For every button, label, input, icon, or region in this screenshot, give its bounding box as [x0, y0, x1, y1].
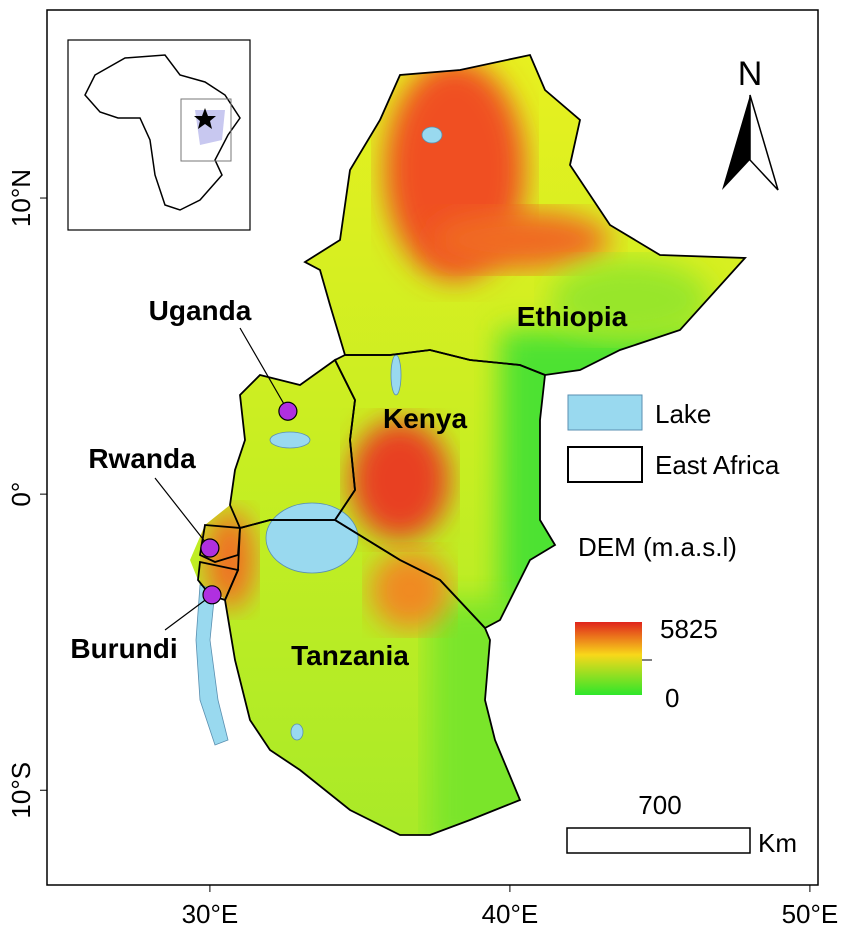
lake-swatch	[567, 394, 643, 431]
country-label: Burundi	[70, 633, 177, 664]
country-label: Rwanda	[88, 443, 196, 474]
scale-bar	[566, 827, 751, 854]
site-point	[200, 538, 220, 558]
site-point	[202, 585, 222, 605]
region-swatch	[567, 446, 643, 483]
x-tick-label: 40°E	[482, 899, 539, 929]
y-tick-label: 10°S	[6, 762, 36, 819]
country-label: Ethiopia	[517, 301, 628, 332]
y-tick-label: 10°N	[6, 169, 36, 227]
site-point	[278, 401, 298, 421]
scale-distance: 700	[638, 790, 681, 820]
dem-colorbar	[575, 622, 642, 695]
north-label: N	[738, 55, 763, 93]
dem-min-label: 0	[665, 683, 679, 713]
y-tick-label: 0°	[6, 482, 36, 507]
country-label: Kenya	[383, 403, 467, 434]
legend-lake-label: Lake	[655, 399, 711, 429]
x-tick-label: 50°E	[782, 899, 839, 929]
country-borders	[197, 53, 747, 836]
dem-max-label: 5825	[660, 614, 718, 644]
legend-region-label: East Africa	[655, 450, 780, 480]
country-label: Tanzania	[291, 640, 409, 671]
legend	[566, 394, 751, 854]
inset-map	[67, 39, 251, 231]
leader-lines	[154, 327, 289, 631]
scale-unit: Km	[758, 828, 797, 858]
country-label: Uganda	[149, 295, 252, 326]
map-frame	[46, 9, 819, 886]
dem-title: DEM (m.a.s.l)	[578, 532, 737, 562]
x-tick-label: 30°E	[182, 899, 239, 929]
north-arrow	[722, 94, 779, 191]
